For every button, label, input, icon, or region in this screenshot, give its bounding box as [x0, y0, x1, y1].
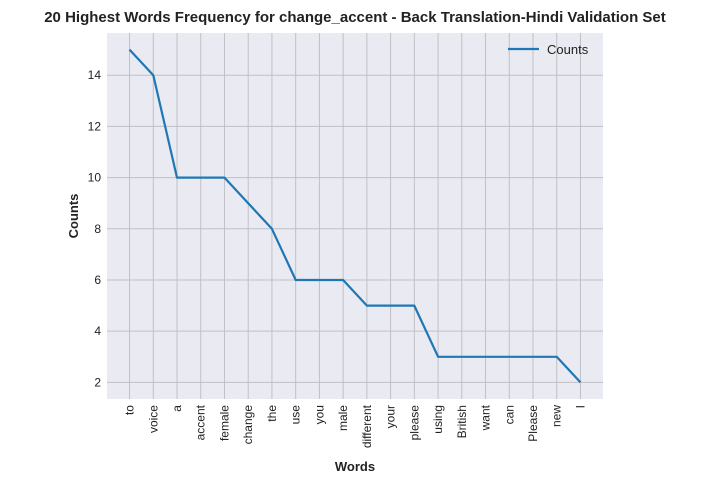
chart-title: 20 Highest Words Frequency for change_ac…	[44, 9, 666, 26]
x-tick-label: want	[479, 404, 493, 431]
y-tick-label: 12	[88, 119, 102, 133]
plot-area	[107, 33, 603, 399]
legend: Counts	[508, 42, 589, 57]
x-tick-label: I	[573, 405, 587, 408]
x-tick-label: the	[265, 405, 279, 422]
x-tick-label: you	[312, 405, 326, 424]
y-axis-ticks: 2 4 6 8 10 12 14	[88, 68, 102, 389]
x-tick-label: change	[241, 405, 255, 445]
y-tick-label: 10	[88, 171, 102, 185]
y-axis-label: Counts	[66, 194, 81, 239]
x-tick-label: accent	[194, 404, 208, 440]
y-tick-label: 14	[88, 68, 102, 82]
x-tick-label: Please	[526, 405, 540, 442]
y-tick-label: 2	[94, 375, 101, 389]
x-tick-label: a	[170, 405, 184, 412]
x-axis-ticks: to voice a accent female change the use you male d…	[123, 404, 588, 448]
x-tick-label: different	[360, 404, 374, 448]
x-tick-label: please	[407, 405, 421, 441]
y-tick-label: 4	[94, 324, 101, 338]
grid-lines	[107, 33, 603, 399]
y-tick-label: 6	[94, 273, 101, 287]
x-tick-label: your	[384, 405, 398, 428]
x-tick-label: new	[550, 405, 564, 427]
x-tick-label: using	[431, 405, 445, 434]
x-tick-label: male	[336, 405, 350, 431]
y-tick-label: 8	[94, 222, 101, 236]
x-tick-label: use	[289, 405, 303, 425]
x-tick-label: to	[123, 405, 137, 415]
x-tick-label: female	[217, 405, 231, 441]
legend-label-counts: Counts	[547, 42, 589, 57]
x-tick-label: can	[502, 405, 516, 424]
x-axis-label: Words	[335, 459, 375, 474]
series-line-counts	[128, 48, 582, 384]
x-tick-label: voice	[146, 405, 160, 433]
x-tick-label: British	[455, 405, 469, 438]
